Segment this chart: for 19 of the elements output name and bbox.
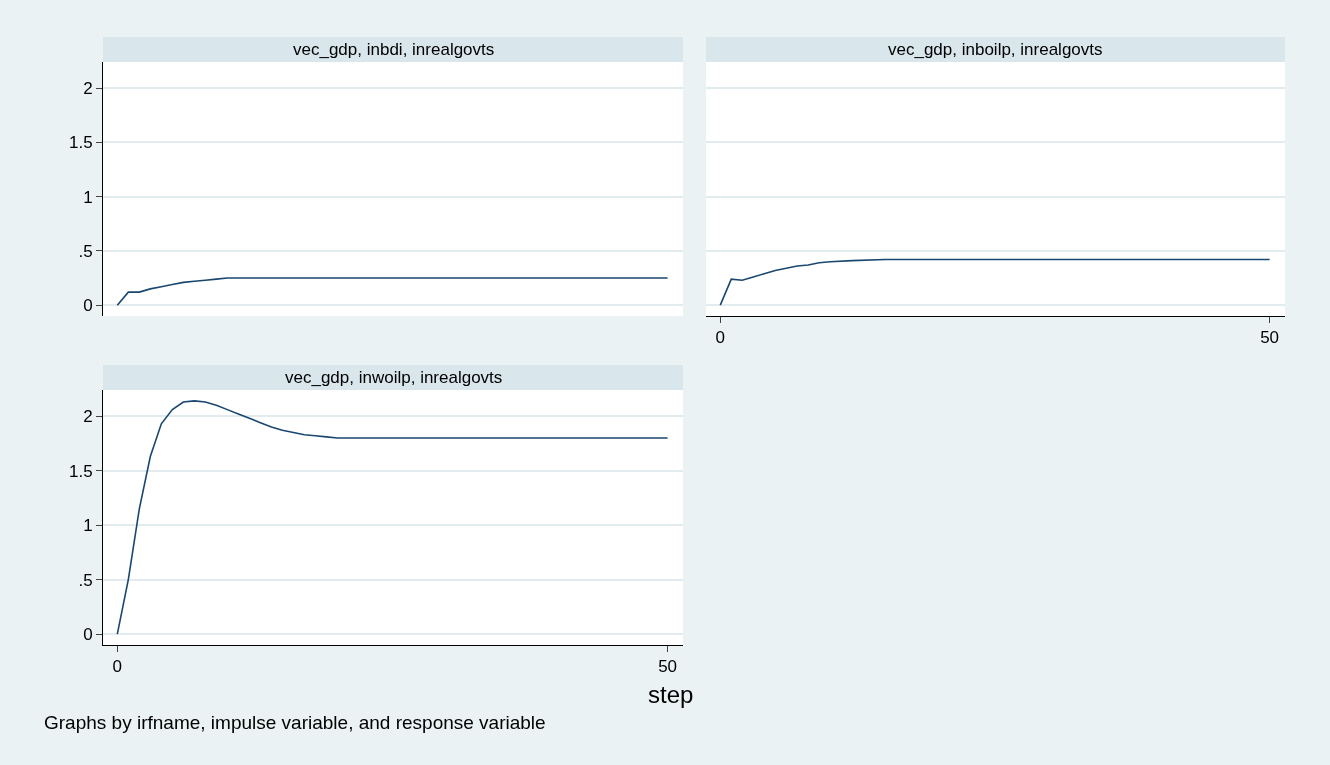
chart-title: vec_gdp, inboilp, inrealgovts (888, 40, 1103, 59)
chart-title: vec_gdp, inbdi, inrealgovts (293, 40, 495, 59)
chart-title: vec_gdp, inwoilp, inrealgovts (285, 368, 503, 387)
y-tick-label: 2 (83, 79, 93, 98)
y-tick-label: .5 (78, 570, 93, 590)
y-tick-label: 1.5 (68, 461, 93, 481)
y-tick-label: 2 (83, 407, 93, 427)
x-tick-label: 50 (658, 657, 678, 677)
y-tick-label: 0 (83, 296, 93, 316)
y-tick-label: 1 (83, 187, 93, 207)
line-series (116, 400, 669, 635)
y-tick-label: 1.5 (68, 133, 93, 153)
line-series (116, 277, 669, 306)
y-tick-label: 0 (83, 625, 93, 645)
y-tick-label: 1 (83, 516, 93, 536)
text: Graphs by irfname, impulse variable, and response variable (44, 712, 546, 733)
y-tick-label: .5 (78, 241, 93, 261)
x-axis-title: step (648, 681, 694, 708)
x-tick-label: 50 (1260, 328, 1280, 348)
